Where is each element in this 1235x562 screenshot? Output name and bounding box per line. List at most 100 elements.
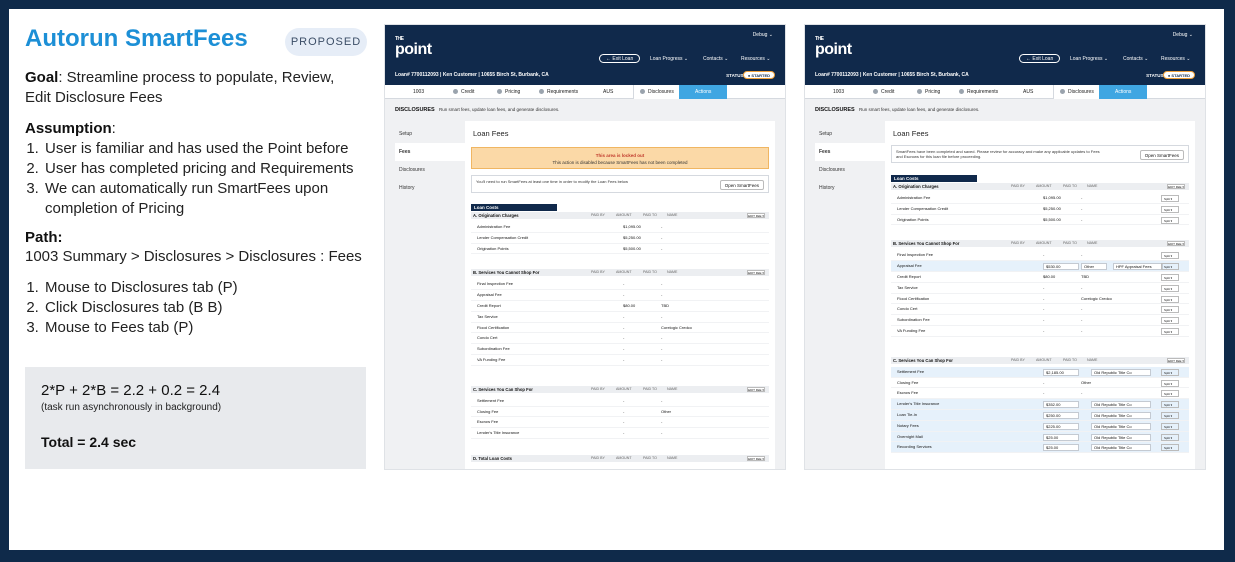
tab-credit[interactable]: Credit	[453, 85, 474, 99]
amount-field[interactable]: $250.00	[1043, 411, 1079, 419]
side-nav-item-setup[interactable]: Setup	[399, 131, 413, 137]
amount-field[interactable]: $225.00	[1043, 422, 1079, 430]
split-select[interactable]: Split ▾	[1161, 368, 1179, 376]
tab-actions[interactable]: Actions	[679, 85, 728, 99]
split-select[interactable]: Split ▾	[1161, 273, 1179, 281]
fee-row: Overnight Mail $25.00 Old Republic Title C…	[891, 431, 1189, 443]
tab-requirements[interactable]: Requirements	[539, 85, 578, 99]
paid-to-field[interactable]: Old Republic Title Co	[1091, 368, 1151, 376]
split-select[interactable]: Split ▾	[1161, 390, 1179, 398]
mockup-text: Condo Cert	[897, 306, 918, 312]
mockup-text: $1,095.00	[623, 224, 641, 229]
split-select[interactable]: Split ▾	[1161, 263, 1179, 271]
mockup-text: PAID TO	[1063, 184, 1077, 188]
split-select[interactable]: Split ▾	[1161, 444, 1179, 452]
mockup-text: $5,250.00	[623, 234, 641, 240]
paid-to-field[interactable]: Old Republic Title Co	[1091, 411, 1151, 419]
tab-1003[interactable]: 1003	[833, 85, 844, 99]
split-select[interactable]: Split ▾	[1161, 205, 1179, 213]
amount-field[interactable]: $352.00	[1043, 401, 1079, 409]
open-smartfees-button[interactable]: Open SmartFees	[719, 180, 764, 190]
nav-menu-item[interactable]: Resources ⌄	[1161, 56, 1191, 62]
panel-title: Loan Fees	[893, 129, 929, 138]
nav-menu-item[interactable]: Resources ⌄	[741, 56, 771, 62]
mockup-text: AMOUNT	[1036, 184, 1052, 188]
paid-to-field[interactable]: Old Republic Title Co	[1091, 422, 1151, 430]
split-select[interactable]: Split ▾	[1161, 216, 1179, 224]
loan-costs-tab[interactable]: Loan Costs	[891, 175, 977, 182]
split-select[interactable]: Split ▾	[1161, 284, 1179, 292]
section-description: Run smart fees, update loan fees, and ge…	[859, 107, 980, 112]
split-select[interactable]: Split ▾	[1161, 401, 1179, 409]
side-nav-item-fees[interactable]: Fees	[395, 143, 465, 161]
edit-fee-button[interactable]: EDIT FEE ▾	[747, 213, 765, 218]
tab-disclosures[interactable]: Disclosures	[633, 85, 681, 99]
paid-to-field[interactable]: Old Republic Title Co	[1091, 401, 1151, 409]
tab-disclosures[interactable]: Disclosures	[1053, 85, 1101, 99]
split-select[interactable]: Split ▾	[1161, 252, 1179, 260]
mockup-text: -	[1043, 295, 1045, 301]
debug-menu[interactable]: Debug ⌄	[1172, 32, 1193, 38]
mockup-completed: THE point Debug ⌄ ← Exit Loan Loan Progress …	[804, 24, 1206, 470]
split-select[interactable]: Split ▾	[1161, 422, 1179, 430]
tab-1003[interactable]: 1003	[413, 85, 424, 99]
mockup-text: Final Inspection Fee	[897, 252, 934, 258]
edit-fee-button[interactable]: EDIT FEE ▾	[1167, 241, 1185, 247]
split-select[interactable]: Split ▾	[1161, 379, 1179, 387]
amount-field[interactable]: $2,185.00	[1043, 368, 1079, 376]
mockup-text: PAID TO	[1063, 241, 1077, 246]
nav-menu-item[interactable]: Loan Progress ⌄	[1070, 56, 1109, 62]
side-nav-item-disclosures[interactable]: Disclosures	[819, 167, 845, 173]
side-nav-item-disclosures[interactable]: Disclosures	[399, 167, 425, 173]
mockup-text: Credit Report	[897, 273, 921, 279]
nav-menu-item[interactable]: Loan Progress ⌄	[650, 56, 689, 62]
edit-fee-button[interactable]: EDIT FEE ▾	[1167, 357, 1185, 363]
app-logo[interactable]: THE point	[815, 36, 852, 59]
paid-to-field[interactable]: Old Republic Title Co	[1091, 433, 1151, 441]
fee-section-header: B. Services You Cannot Shop For PAID BY AM…	[471, 269, 769, 277]
tab-status-icon	[1060, 89, 1065, 94]
side-nav-item-history[interactable]: History	[399, 185, 415, 191]
paid-to-field[interactable]: Old Republic Title Co	[1091, 444, 1151, 452]
fee-row: Recording Services $25.00 Old Republic Tit…	[891, 442, 1189, 454]
split-select[interactable]: Split ▾	[1161, 433, 1179, 441]
tab-aus[interactable]: AUS	[603, 85, 613, 99]
paid-to-field[interactable]: Other	[1081, 263, 1107, 271]
amount-field[interactable]: $25.00	[1043, 433, 1079, 441]
edit-fee-button[interactable]: EDIT FEE ▾	[747, 456, 765, 461]
exit-loan-button[interactable]: ← Exit Loan	[599, 54, 641, 63]
side-nav-item-fees[interactable]: Fees	[815, 143, 885, 161]
side-nav: Setup Fees Disclosures History	[815, 125, 885, 197]
split-select[interactable]: Split ▾	[1161, 195, 1179, 202]
tab-aus[interactable]: AUS	[1023, 85, 1033, 99]
edit-fee-button[interactable]: EDIT FEE ▾	[747, 270, 765, 276]
split-select[interactable]: Split ▾	[1161, 306, 1179, 314]
amount-field[interactable]: $25.00	[1043, 444, 1079, 452]
tab-pricing[interactable]: Pricing	[917, 85, 940, 99]
split-select[interactable]: Split ▾	[1161, 327, 1179, 335]
tab-actions[interactable]: Actions	[1099, 85, 1148, 99]
fee-rows: Settlement Fee - - Closing Fee - Other Escrow …	[471, 396, 769, 439]
mockup-text: AMOUNT	[616, 213, 632, 217]
fee-section-header: A. Origination Charges PAID BY AMOUNT PAID …	[471, 212, 769, 219]
edit-fee-button[interactable]: EDIT FEE ▾	[747, 386, 765, 392]
edit-fee-button[interactable]: EDIT FEE ▾	[1167, 184, 1185, 189]
mockup-text: AMOUNT	[616, 270, 632, 275]
nav-menu-item[interactable]: Contacts ⌄	[1123, 56, 1149, 62]
split-select[interactable]: Split ▾	[1161, 295, 1179, 303]
amount-field[interactable]: $530.00	[1043, 263, 1079, 271]
side-nav-item-history[interactable]: History	[819, 185, 835, 191]
tab-credit[interactable]: Credit	[873, 85, 894, 99]
tab-requirements[interactable]: Requirements	[959, 85, 998, 99]
open-smartfees-button[interactable]: Open SmartFees	[1139, 150, 1184, 160]
exit-loan-button[interactable]: ← Exit Loan	[1019, 54, 1061, 63]
tab-pricing[interactable]: Pricing	[497, 85, 520, 99]
split-select[interactable]: Split ▾	[1161, 411, 1179, 419]
split-select[interactable]: Split ▾	[1161, 317, 1179, 325]
loan-costs-tab[interactable]: Loan Costs	[471, 204, 557, 211]
name-field[interactable]: HPF Appraisal Fees	[1113, 263, 1163, 271]
app-logo[interactable]: THE point	[395, 36, 432, 59]
side-nav-item-setup[interactable]: Setup	[819, 131, 833, 137]
debug-menu[interactable]: Debug ⌄	[752, 32, 773, 38]
nav-menu-item[interactable]: Contacts ⌄	[703, 56, 729, 62]
